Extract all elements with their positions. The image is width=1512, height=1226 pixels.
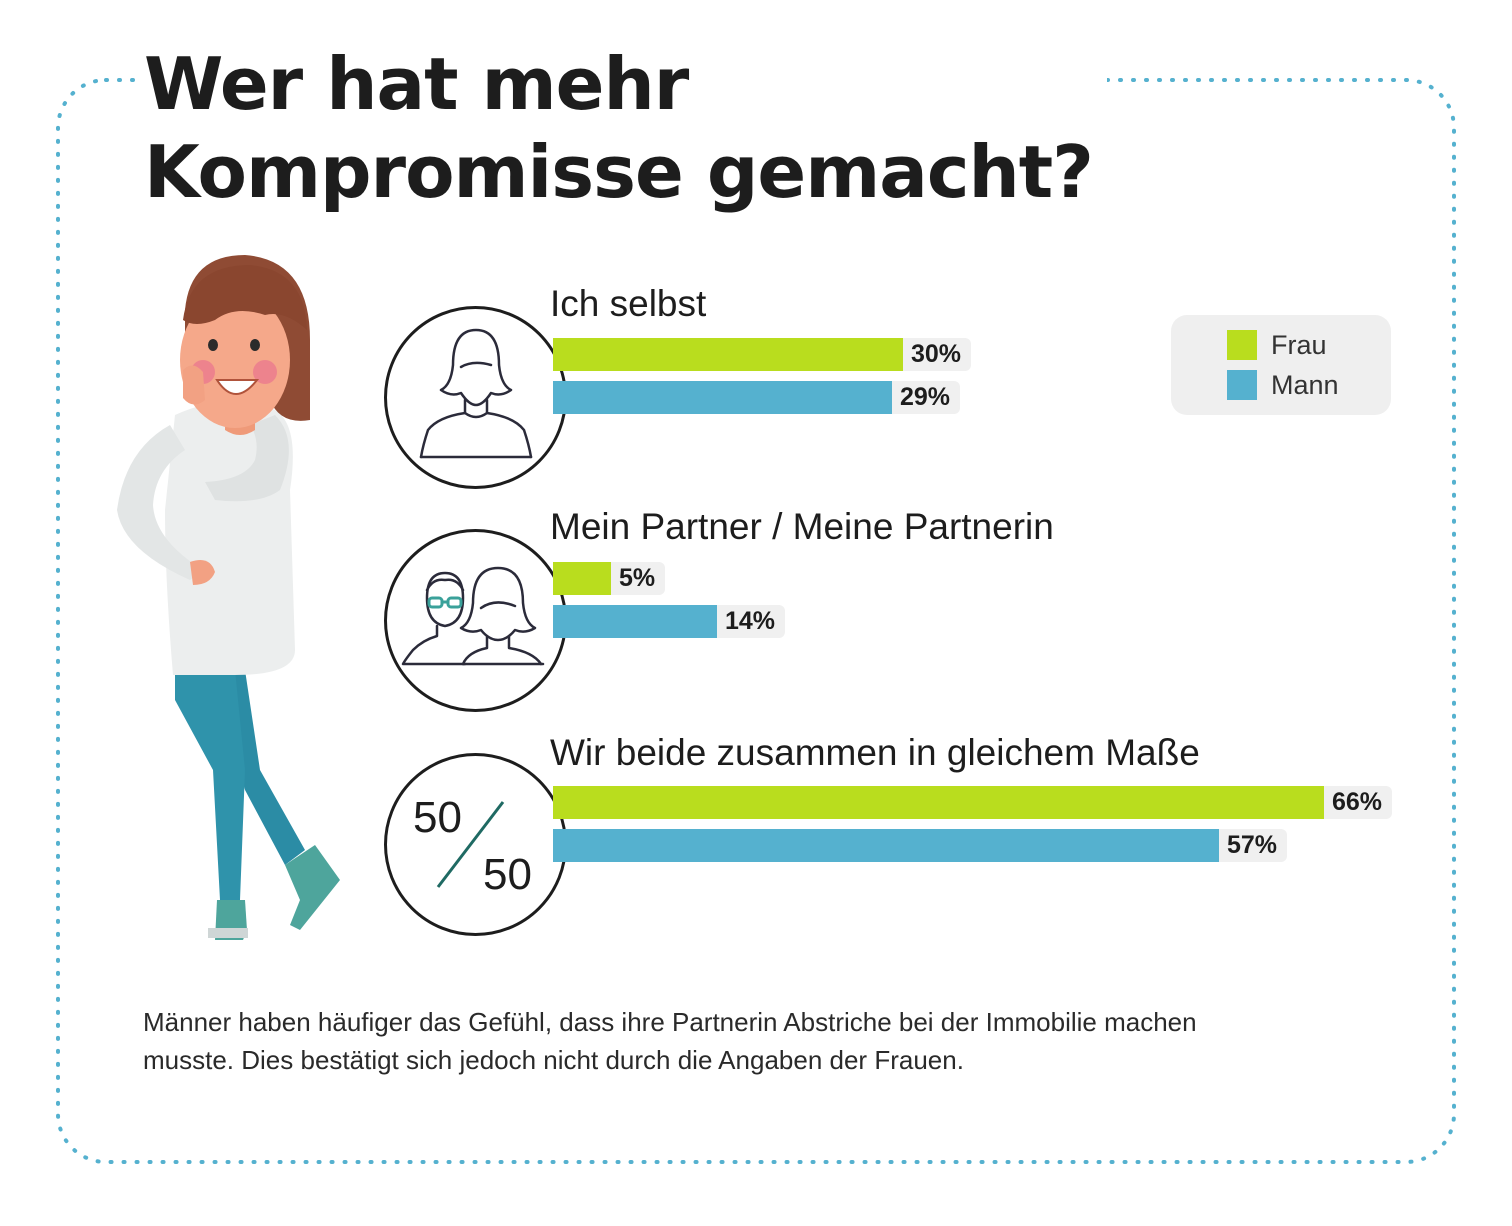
bar-frau-wir-beide [553,786,1324,819]
category-label-ich-selbst: Ich selbst [550,283,707,324]
legend-swatch-mann [1227,370,1257,400]
legend-item-mann: Mann [1227,370,1339,400]
category-label-partner: Mein Partner / Meine Partnerin [550,506,1054,547]
woman-illustration [117,255,340,940]
category-label-wir-beide: Wir beide zusammen in gleichem Maße [550,732,1200,773]
bar-mann-partner [553,605,717,638]
bar-value-label-frau-partner: 5% [611,562,666,595]
bar-frau-ich-selbst [553,338,903,371]
bar-mann-ich-selbst [553,381,892,414]
legend-label-frau: Frau [1271,329,1327,360]
couple-icon [384,529,567,712]
title-line-1: Wer hat mehr [144,42,689,126]
bar-frau-partner [553,562,611,595]
fifty-top-text: 50 [413,793,462,842]
legend-swatch-frau [1227,330,1257,360]
woman-icon [384,306,567,489]
fifty-bottom-text: 50 [483,850,532,899]
chart-title: Wer hat mehr Kompromisse gemacht? [140,40,1107,216]
bar-value-label-mann-wir-beide: 57% [1219,829,1288,862]
bar-value-label-frau-ich-selbst: 30% [903,338,972,371]
bar-value-label-mann-ich-selbst: 29% [892,381,961,414]
bar-value-label-frau-wir-beide: 66% [1324,786,1393,819]
bar-mann-wir-beide [553,829,1219,862]
title-line-2: Kompromisse gemacht? [144,130,1094,214]
legend-item-frau: Frau [1227,330,1327,360]
fifty-fifty-icon: 50 50 [384,753,567,936]
legend-label-mann: Mann [1271,369,1339,400]
legend: Frau Mann [1171,315,1391,415]
bar-value-label-mann-partner: 14% [717,605,786,638]
footnote-text: Männer haben häufiger das Gefühl, dass i… [143,1007,1197,1075]
